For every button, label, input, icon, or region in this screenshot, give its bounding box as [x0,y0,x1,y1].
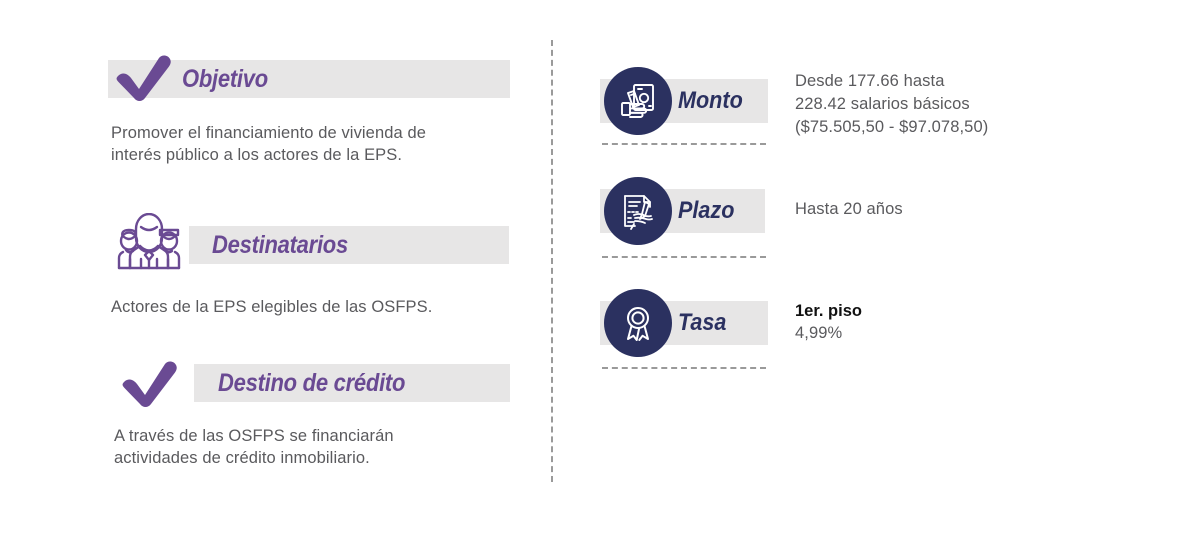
tasa-label: Tasa [678,309,727,336]
check-icon [112,52,174,107]
column-divider [551,40,553,482]
objetivo-body: Promover el financiamiento de vivienda d… [111,124,427,164]
plazo-label: Plazo [678,197,735,224]
monto-value: Desde 177.66 hasta 228.42 salarios básic… [795,72,989,136]
destinatarios-title: Destinatarios [212,231,348,259]
destino-credito-title-bar [194,364,510,402]
objetivo-title-bar [108,60,510,98]
monto-label: Monto [678,87,743,114]
destinatarios-body: Actores de la EPS elegibles de las OSFPS… [111,298,433,316]
destino-credito-body: A través de las OSFPS se financiarán act… [114,427,394,467]
tasa-emphasis: 1er. piso [795,302,862,320]
destino-credito-title: Destino de crédito [218,369,406,397]
people-group-icon [110,212,188,276]
plazo-divider [602,256,766,258]
award-ribbon-icon [604,289,672,357]
check-icon [118,358,180,413]
plazo-value: Hasta 20 años [795,200,903,218]
document-sign-icon [604,177,672,245]
tasa-divider [602,367,766,369]
tasa-value: 4,99% [795,324,843,342]
destinatarios-title-bar [189,226,509,264]
left-column: Objetivo Promover el financiamiento de v… [0,0,551,559]
money-hand-icon [604,67,672,135]
objetivo-title: Objetivo [182,65,268,93]
monto-divider [602,143,766,145]
